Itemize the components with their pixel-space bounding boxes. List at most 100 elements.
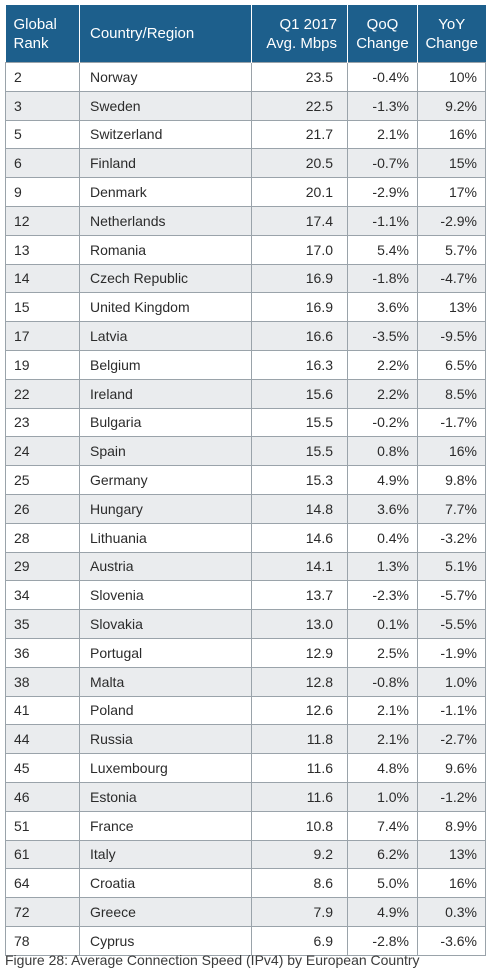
table-row: 5 Switzerland 21.7 2.1% 16%: [5, 119, 486, 150]
cell-qoq-change: 5.4%: [347, 234, 418, 265]
cell-yoy-change: -1.9%: [417, 637, 486, 668]
table-row: 35 Slovakia 13.0 0.1% -5.5%: [5, 609, 486, 639]
cell-qoq-change: 1.3%: [347, 551, 418, 582]
speed-table-container: Global Rank Country/Region Q1 2017 Avg. …: [5, 5, 486, 956]
cell-qoq-change: 4.9%: [347, 465, 418, 495]
cell-global-rank: 17: [5, 321, 80, 351]
cell-yoy-change: 9.2%: [417, 90, 486, 121]
cell-avg-mbps: 17.4: [251, 205, 348, 236]
cell-global-rank: 25: [5, 465, 80, 495]
table-row: 46 Estonia 11.6 1.0% -1.2%: [5, 781, 486, 812]
table-row: 24 Spain 15.5 0.8% 16%: [5, 436, 486, 467]
cell-avg-mbps: 11.8: [251, 724, 348, 755]
cell-qoq-change: 2.1%: [347, 695, 418, 726]
cell-avg-mbps: 15.5: [251, 436, 348, 467]
cell-yoy-change: -5.5%: [417, 609, 486, 639]
cell-country: Finland: [79, 148, 252, 179]
header-rank-line2: Rank: [13, 34, 49, 52]
cell-qoq-change: 4.9%: [347, 897, 418, 927]
header-country-label: Country/Region: [90, 25, 195, 42]
cell-qoq-change: -0.2%: [347, 407, 418, 438]
table-row: 45 Luxembourg 11.6 4.8% 9.6%: [5, 753, 486, 783]
table-row: 41 Poland 12.6 2.1% -1.1%: [5, 695, 486, 726]
cell-yoy-change: 16%: [417, 119, 486, 150]
cell-global-rank: 12: [5, 205, 80, 236]
table-row: 26 Hungary 14.8 3.6% 7.7%: [5, 493, 486, 524]
cell-avg-mbps: 8.6: [251, 868, 348, 899]
cell-global-rank: 34: [5, 580, 80, 611]
cell-avg-mbps: 15.5: [251, 407, 348, 438]
cell-country: Bulgaria: [79, 407, 252, 438]
cell-qoq-change: -2.8%: [347, 925, 418, 956]
cell-qoq-change: -1.1%: [347, 205, 418, 236]
table-row: 23 Bulgaria 15.5 -0.2% -1.7%: [5, 407, 486, 438]
cell-global-rank: 46: [5, 781, 80, 812]
cell-country: United Kingdom: [79, 292, 252, 323]
cell-avg-mbps: 7.9: [251, 897, 348, 927]
cell-yoy-change: -1.2%: [417, 781, 486, 812]
cell-avg-mbps: 12.9: [251, 637, 348, 668]
cell-country: Czech Republic: [79, 263, 252, 294]
cell-global-rank: 3: [5, 90, 80, 121]
header-qoq-line2: Change: [356, 34, 409, 52]
cell-global-rank: 15: [5, 292, 80, 323]
cell-yoy-change: 13%: [417, 839, 486, 870]
header-yoy-line1: YoY: [438, 15, 466, 33]
cell-global-rank: 6: [5, 148, 80, 179]
cell-qoq-change: 2.1%: [347, 724, 418, 755]
cell-qoq-change: 2.2%: [347, 349, 418, 380]
cell-country: Belgium: [79, 349, 252, 380]
cell-yoy-change: 13%: [417, 292, 486, 323]
cell-country: Ireland: [79, 378, 252, 409]
cell-yoy-change: 9.8%: [417, 465, 486, 495]
cell-global-rank: 28: [5, 522, 80, 553]
cell-yoy-change: 5.1%: [417, 551, 486, 582]
cell-avg-mbps: 21.7: [251, 119, 348, 150]
cell-yoy-change: -2.9%: [417, 205, 486, 236]
cell-country: France: [79, 810, 252, 841]
header-qoq-change: QoQ Change: [347, 5, 418, 63]
cell-global-rank: 72: [5, 897, 80, 927]
cell-yoy-change: -3.6%: [417, 925, 486, 956]
cell-country: Germany: [79, 465, 252, 495]
cell-qoq-change: 0.1%: [347, 609, 418, 639]
cell-avg-mbps: 16.6: [251, 321, 348, 351]
cell-country: Denmark: [79, 177, 252, 207]
cell-yoy-change: 10%: [417, 62, 486, 92]
connection-speed-table: Global Rank Country/Region Q1 2017 Avg. …: [5, 5, 486, 956]
cell-qoq-change: -0.8%: [347, 666, 418, 697]
cell-global-rank: 41: [5, 695, 80, 726]
cell-country: Romania: [79, 234, 252, 265]
header-qoq-line1: QoQ: [366, 15, 399, 33]
cell-country: Latvia: [79, 321, 252, 351]
cell-avg-mbps: 16.9: [251, 263, 348, 294]
table-row: 17 Latvia 16.6 -3.5% -9.5%: [5, 321, 486, 351]
cell-global-rank: 22: [5, 378, 80, 409]
cell-qoq-change: -0.7%: [347, 148, 418, 179]
cell-country: Portugal: [79, 637, 252, 668]
cell-country: Sweden: [79, 90, 252, 121]
cell-global-rank: 9: [5, 177, 80, 207]
cell-country: Slovenia: [79, 580, 252, 611]
cell-global-rank: 35: [5, 609, 80, 639]
cell-avg-mbps: 9.2: [251, 839, 348, 870]
table-row: 36 Portugal 12.9 2.5% -1.9%: [5, 637, 486, 668]
cell-avg-mbps: 6.9: [251, 925, 348, 956]
cell-qoq-change: 1.0%: [347, 781, 418, 812]
cell-global-rank: 45: [5, 753, 80, 783]
cell-yoy-change: -5.7%: [417, 580, 486, 611]
cell-global-rank: 78: [5, 925, 80, 956]
cell-avg-mbps: 15.3: [251, 465, 348, 495]
cell-qoq-change: 2.2%: [347, 378, 418, 409]
cell-avg-mbps: 16.9: [251, 292, 348, 323]
cell-global-rank: 44: [5, 724, 80, 755]
cell-yoy-change: 8.5%: [417, 378, 486, 409]
cell-global-rank: 2: [5, 62, 80, 92]
cell-country: Austria: [79, 551, 252, 582]
cell-global-rank: 26: [5, 493, 80, 524]
header-global-rank: Global Rank: [5, 5, 80, 63]
table-row: 64 Croatia 8.6 5.0% 16%: [5, 868, 486, 899]
cell-global-rank: 13: [5, 234, 80, 265]
cell-country: Russia: [79, 724, 252, 755]
header-avg-mbps: Q1 2017 Avg. Mbps: [251, 5, 348, 63]
